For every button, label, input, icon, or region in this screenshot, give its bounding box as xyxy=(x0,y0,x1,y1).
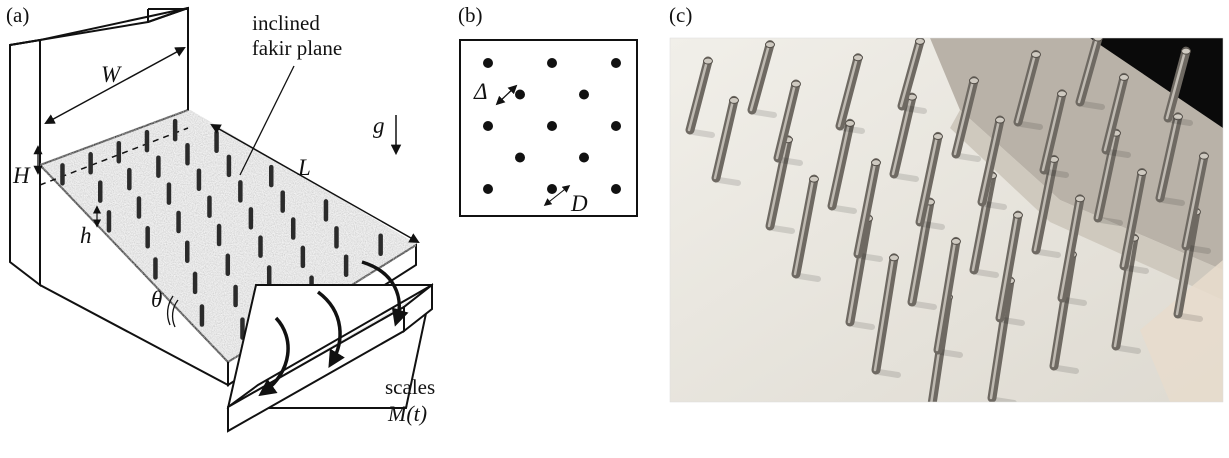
lattice-dot-9 xyxy=(579,152,589,163)
photo-pin-18 xyxy=(995,210,1025,326)
theta-arc xyxy=(166,295,174,326)
photo-pin-35 xyxy=(1163,46,1193,126)
photo-pin-1 xyxy=(711,95,741,186)
photo-pin-28 xyxy=(1093,128,1123,226)
photo-pin-26 xyxy=(1013,49,1043,130)
photo-pin-20 xyxy=(897,38,927,114)
lattice-dot-10 xyxy=(483,184,493,194)
plane-label-line2: fakir plane xyxy=(252,36,342,60)
panel-b-tag: (b) xyxy=(458,3,483,27)
lattice-dot-5 xyxy=(483,121,493,131)
label-D: D xyxy=(570,191,588,216)
photo-pin-22 xyxy=(977,115,1007,210)
outflow-arrow-2 xyxy=(316,290,345,369)
theta-arc-inner xyxy=(171,299,179,328)
photo-pin-12 xyxy=(933,236,963,358)
photo-pin-5 xyxy=(871,253,901,378)
delta-arrow xyxy=(495,84,518,106)
lattice-dot-12 xyxy=(611,184,621,194)
plane-label-line1: inclined xyxy=(252,11,320,35)
outflow-arrow-1 xyxy=(258,316,290,397)
photo-pin-27 xyxy=(1039,89,1069,178)
lattice-dot-8 xyxy=(515,152,525,163)
photo-dark-corner xyxy=(1090,38,1223,128)
photo-pin-15 xyxy=(889,92,919,182)
panel-b: (b) Δ D xyxy=(458,3,638,217)
mass-label-text: M(t) xyxy=(387,401,427,426)
photo-pin-23 xyxy=(1031,154,1061,258)
photo-border xyxy=(669,37,1224,403)
mass-label: M(t) xyxy=(387,401,427,426)
lattice-dot-0 xyxy=(483,58,493,68)
photo-pin-10 xyxy=(853,158,883,262)
lattice-dot-4 xyxy=(579,89,589,100)
panel-a-tag: (a) xyxy=(6,3,29,27)
lattice-dot-11 xyxy=(547,184,557,194)
panel-c: (c) xyxy=(669,3,1224,403)
label-H: H xyxy=(12,163,31,188)
photo-pin-8 xyxy=(773,79,803,166)
dim-W-arrow xyxy=(44,46,186,125)
photo-wall-shade xyxy=(950,110,1223,300)
photo-pin-32 xyxy=(1101,72,1131,158)
dim-L-arrow xyxy=(210,123,420,244)
photo xyxy=(670,38,1223,402)
photo-pin-21 xyxy=(951,76,981,162)
label-h: h xyxy=(80,223,92,248)
lattice-dot-2 xyxy=(611,58,621,68)
photo-pin-14 xyxy=(835,53,865,134)
photo-pin-33 xyxy=(1155,112,1185,206)
photo-pin-16 xyxy=(915,131,945,230)
lattice-dot-6 xyxy=(547,121,557,131)
photo-pin-29 xyxy=(1119,168,1149,274)
photo-pin-0 xyxy=(685,56,715,138)
scales-label: scales xyxy=(385,375,435,399)
plane-label-leader xyxy=(239,65,295,176)
photo-pin-34 xyxy=(1181,151,1211,254)
photo-pin-24 xyxy=(1057,194,1087,306)
diameter-arrow xyxy=(543,185,571,206)
photo-wall xyxy=(930,38,1223,270)
lattice-dot-3 xyxy=(515,89,525,100)
label-g: g xyxy=(373,113,385,138)
photo-pin-11 xyxy=(907,197,937,310)
label-theta: θ xyxy=(151,287,162,312)
outflow-arrow-3 xyxy=(361,260,409,327)
panel-a: (a) W H L h xyxy=(6,3,435,433)
photo-pin-31 xyxy=(1075,38,1105,110)
photo-pins xyxy=(685,38,1211,402)
label-W: W xyxy=(101,62,122,87)
lattice-dot-1 xyxy=(547,58,557,68)
photo-pin-2 xyxy=(765,135,795,234)
photo-pin-3 xyxy=(791,174,821,282)
photo-plate-edge xyxy=(1140,260,1223,402)
photo-pin-7 xyxy=(747,40,777,118)
photo-pin-9 xyxy=(827,118,857,214)
panel-c-tag: (c) xyxy=(669,3,692,27)
label-L: L xyxy=(297,155,311,180)
lattice-dot-7 xyxy=(611,121,621,131)
label-Delta: Δ xyxy=(473,79,488,104)
